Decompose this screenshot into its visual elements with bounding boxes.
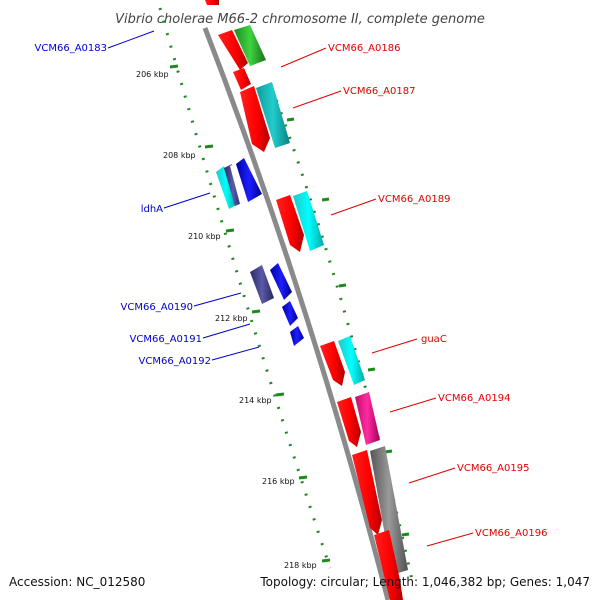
gene-block-blue-4 — [290, 326, 304, 346]
gene-block-blue-3 — [282, 301, 298, 326]
gene-label-vcm66-a0194[interactable]: VCM66_A0194 — [438, 393, 510, 404]
tick-212: 212 kbp — [215, 309, 261, 323]
outer-tick-stubs — [286, 117, 410, 537]
gene-block-red-6 — [337, 397, 361, 447]
gene-label-vcm66-a0190[interactable]: VCM66_A0190 — [121, 302, 193, 313]
gene-block-red-8 — [374, 530, 403, 600]
gene-label-guac[interactable]: guaC — [421, 334, 447, 345]
gene-block-blue-2 — [270, 263, 292, 300]
tick-label-208: 208 kbp — [163, 151, 196, 160]
tick-label-218: 218 kbp — [284, 561, 317, 570]
reverse-gene-blocks — [216, 158, 304, 346]
tick-218: 218 kbp — [284, 558, 331, 570]
gene-block-cyan-1 — [293, 191, 324, 251]
tick-210: 210 kbp — [188, 228, 235, 241]
forward-leader-lines — [280, 47, 474, 547]
gene-block-slate-small — [224, 164, 242, 206]
gene-label-vcm66-a0186[interactable]: VCM66_A0186 — [328, 43, 400, 54]
gene-block-slate — [250, 265, 274, 304]
tick-label-216: 216 kbp — [262, 477, 295, 486]
gene-block-white-stripe — [230, 164, 244, 204]
gene-block-gray — [370, 446, 408, 575]
gene-block-blue-1 — [236, 158, 262, 202]
gene-block-cyan-rev — [216, 166, 236, 209]
gene-label-vcm66-a0192[interactable]: VCM66_A0192 — [139, 356, 211, 367]
gene-block-cyan-2 — [338, 336, 365, 385]
gene-label-vcm66-a0196[interactable]: VCM66_A0196 — [475, 528, 547, 539]
gene-block-red-2 — [233, 68, 251, 90]
gene-label-vcm66-a0195[interactable]: VCM66_A0195 — [457, 463, 529, 474]
tick-label-210: 210 kbp — [188, 232, 221, 241]
tick-208: 208 kbp — [163, 144, 214, 160]
tick-216: 216 kbp — [262, 475, 308, 486]
gene-block-red-5 — [320, 341, 345, 386]
chromosome-backbone — [202, 27, 391, 600]
gene-block-teal — [256, 82, 290, 148]
tick-label-212: 212 kbp — [215, 314, 248, 323]
map-title: Vibrio cholerae M66-2 chromosome II, com… — [115, 12, 485, 27]
tick-label-214: 214 kbp — [239, 396, 272, 405]
topology-text: Topology: circular; Length: 1,046,382 bp… — [259, 575, 590, 589]
gene-block-red-7 — [352, 450, 382, 535]
forward-gene-blocks — [205, 0, 408, 600]
gene-block-red-4 — [276, 195, 304, 252]
reverse-leader-lines — [107, 30, 260, 361]
tick-206: 206 kbp — [136, 64, 179, 79]
tick-214: 214 kbp — [239, 392, 285, 405]
tick-label-206: 206 kbp — [136, 70, 169, 79]
gene-label-vcm66-a0187[interactable]: VCM66_A0187 — [343, 86, 415, 97]
gene-block-green — [234, 25, 266, 66]
inner-ruler — [158, 7, 332, 569]
gene-label-ldha[interactable]: ldhA — [141, 204, 163, 215]
gene-label-vcm66-a0191[interactable]: VCM66_A0191 — [130, 334, 202, 345]
gene-block-red-top — [205, 0, 219, 5]
gene-label-vcm66-a0183[interactable]: VCM66_A0183 — [35, 43, 107, 54]
gene-block-red-1 — [218, 30, 248, 70]
gene-block-magenta — [355, 392, 380, 445]
gene-label-vcm66-a0189[interactable]: VCM66_A0189 — [378, 194, 450, 205]
gene-block-red-3 — [240, 86, 270, 152]
accession-text: Accession: NC_012580 — [9, 575, 145, 589]
